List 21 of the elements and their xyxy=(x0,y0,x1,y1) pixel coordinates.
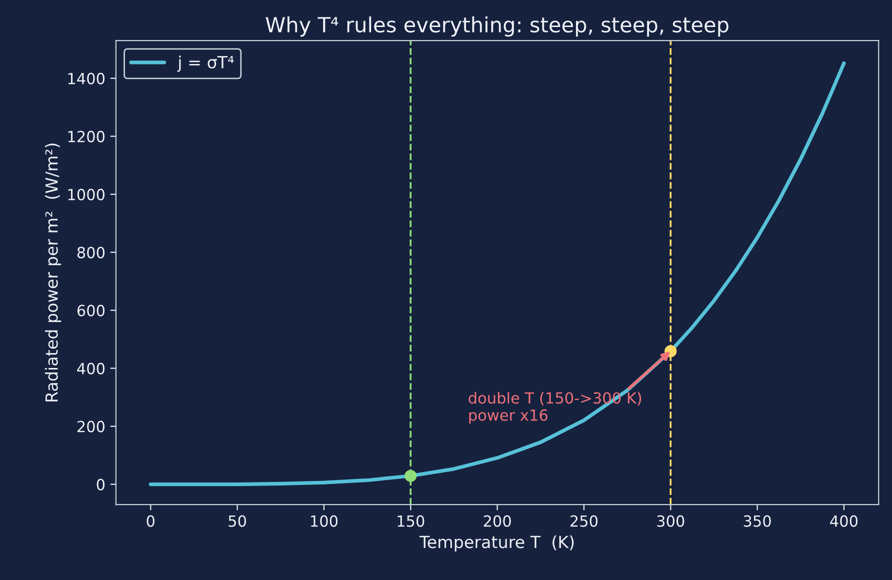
y-tick-label: 200 xyxy=(78,420,105,432)
y-tick-label: 600 xyxy=(77,304,105,316)
y-tick-label: 1400 xyxy=(68,72,105,84)
y-tick-label: 800 xyxy=(77,246,105,258)
x-tick-label: 50 xyxy=(228,515,246,527)
y-tick-label: 1000 xyxy=(68,188,105,200)
x-axis-title: Temperature T (K) xyxy=(419,535,574,552)
x-tick-label: 150 xyxy=(398,515,424,527)
chart-title: Why T⁴ rules everything: steep, steep, steep xyxy=(266,16,728,37)
x-tick-label: 250 xyxy=(570,515,598,527)
x-tick-label: 0 xyxy=(146,515,154,527)
y-tick-label: 1200 xyxy=(68,130,105,142)
y-tick-label: 400 xyxy=(77,362,105,374)
x-tick-label: 100 xyxy=(311,515,338,527)
y-tick-label: 0 xyxy=(96,478,105,490)
x-tick-label: 400 xyxy=(830,515,858,527)
legend-label: j = σT⁴ xyxy=(177,56,234,72)
x-tick-label: 300 xyxy=(657,515,684,527)
x-tick-label: 200 xyxy=(484,515,511,527)
x-tick-label: 350 xyxy=(744,515,771,527)
y-axis-title: Radiated power per m² (W/m²) xyxy=(44,144,62,402)
